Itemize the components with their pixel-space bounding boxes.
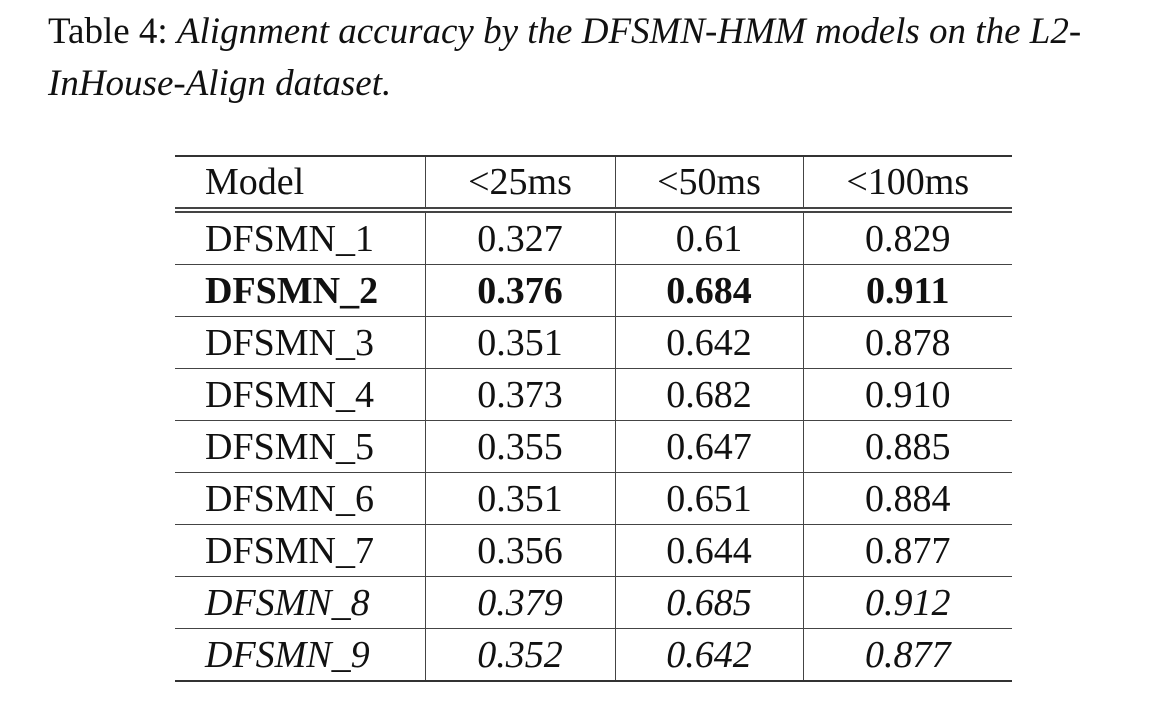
value-cell: 0.885 <box>802 420 1012 473</box>
table-row: DFSMN_4 0.373 0.682 0.910 <box>175 368 1012 421</box>
value-cell: 0.351 <box>424 472 616 525</box>
table-row: DFSMN_6 0.351 0.651 0.884 <box>175 472 1012 525</box>
model-cell: DFSMN_5 <box>175 420 426 473</box>
value-cell: 0.642 <box>614 628 804 682</box>
model-cell: DFSMN_3 <box>175 316 426 369</box>
model-cell: DFSMN_2 <box>175 264 426 317</box>
value-cell: 0.647 <box>614 420 804 473</box>
value-cell: 0.878 <box>802 316 1012 369</box>
value-cell: 0.379 <box>424 576 616 629</box>
model-cell: DFSMN_7 <box>175 524 426 577</box>
table-body: DFSMN_1 0.327 0.61 0.829 DFSMN_2 0.376 0.684 0.… <box>175 210 1012 682</box>
caption-text: Alignment accuracy by the DFSMN-HMM mode… <box>48 11 1082 104</box>
value-cell: 0.61 <box>614 210 804 265</box>
value-cell: 0.355 <box>424 420 616 473</box>
caption-label: Table 4: <box>48 11 168 52</box>
value-cell: 0.911 <box>802 264 1012 317</box>
value-cell: 0.682 <box>614 368 804 421</box>
value-cell: 0.877 <box>802 628 1012 682</box>
header-cell: Model <box>175 155 426 213</box>
value-cell: 0.351 <box>424 316 616 369</box>
model-cell: DFSMN_6 <box>175 472 426 525</box>
table-row: DFSMN_2 0.376 0.684 0.911 <box>175 264 1012 317</box>
value-cell: 0.829 <box>802 210 1012 265</box>
value-cell: 0.373 <box>424 368 616 421</box>
value-cell: 0.884 <box>802 472 1012 525</box>
header-cell: <25ms <box>424 155 616 213</box>
header-cell: <100ms <box>802 155 1012 213</box>
table-row: DFSMN_5 0.355 0.647 0.885 <box>175 420 1012 473</box>
model-cell: DFSMN_9 <box>175 628 426 682</box>
value-cell: 0.877 <box>802 524 1012 577</box>
table-row: DFSMN_3 0.351 0.642 0.878 <box>175 316 1012 369</box>
value-cell: 0.685 <box>614 576 804 629</box>
value-cell: 0.912 <box>802 576 1012 629</box>
value-cell: 0.910 <box>802 368 1012 421</box>
model-cell: DFSMN_1 <box>175 210 426 265</box>
table-row: DFSMN_1 0.327 0.61 0.829 <box>175 210 1012 265</box>
value-cell: 0.376 <box>424 264 616 317</box>
caption: Table 4: Alignment accuracy by the DFSMN… <box>48 6 1148 110</box>
value-cell: 0.642 <box>614 316 804 369</box>
value-cell: 0.651 <box>614 472 804 525</box>
model-cell: DFSMN_4 <box>175 368 426 421</box>
model-cell: DFSMN_8 <box>175 576 426 629</box>
results-table: Model <25ms <50ms <100ms DFSMN_1 0.327 0.61 0.… <box>175 155 1012 682</box>
header-cell: <50ms <box>614 155 804 213</box>
value-cell: 0.684 <box>614 264 804 317</box>
table-row: DFSMN_9 0.352 0.642 0.877 <box>175 628 1012 682</box>
value-cell: 0.352 <box>424 628 616 682</box>
value-cell: 0.644 <box>614 524 804 577</box>
value-cell: 0.327 <box>424 210 616 265</box>
table-row: DFSMN_7 0.356 0.644 0.877 <box>175 524 1012 577</box>
header-row: Model <25ms <50ms <100ms <box>175 155 1012 213</box>
value-cell: 0.356 <box>424 524 616 577</box>
table-row: DFSMN_8 0.379 0.685 0.912 <box>175 576 1012 629</box>
